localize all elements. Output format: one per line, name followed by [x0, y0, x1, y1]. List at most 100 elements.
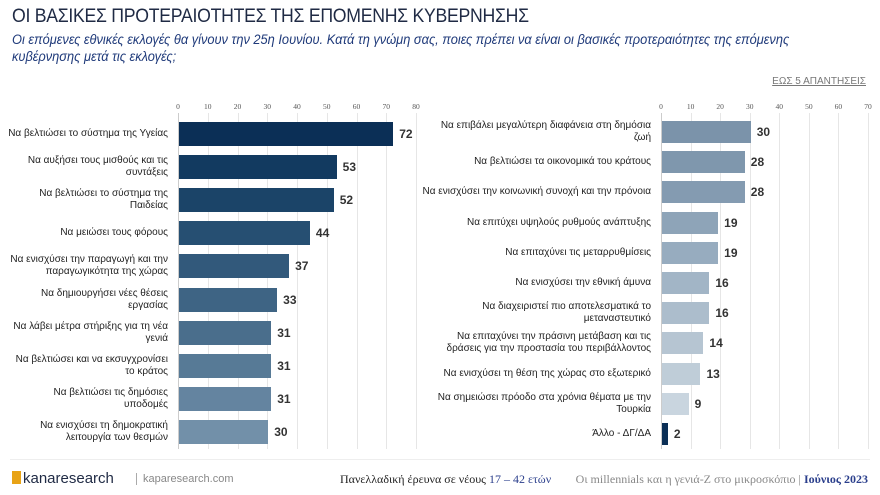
- value-label: 33: [283, 292, 297, 307]
- bar: [179, 287, 278, 312]
- bar: [662, 121, 751, 144]
- category-label: Να δημιουργήσει νέες θέσεις εργασίας: [40, 287, 168, 311]
- gridline: [267, 113, 269, 449]
- tick-label: 0: [176, 102, 180, 111]
- answers-note: ΕΩΣ 5 ΑΠΑΝΤΗΣΕΙΣ: [772, 76, 866, 87]
- value-label: 16: [715, 276, 729, 290]
- tick-label: 60: [834, 102, 843, 111]
- gridline: [356, 113, 358, 449]
- bar: [179, 387, 272, 412]
- category-label: Να ενισχύσει την παραγωγή και την παραγω…: [10, 254, 168, 278]
- bar: [662, 181, 745, 204]
- tick-label: 10: [204, 102, 212, 111]
- category-label: Να σημειώσει πρόοδο στα χρόνια θέματα με…: [437, 391, 651, 415]
- value-label: 72: [399, 126, 413, 141]
- value-label: 28: [750, 185, 765, 200]
- value-label: 31: [277, 392, 291, 407]
- bar: [662, 211, 719, 234]
- bar: [179, 420, 269, 445]
- value-label: 30: [274, 425, 288, 440]
- kapa-logo: kanaresearch: [12, 470, 114, 487]
- footer-divider: [10, 459, 870, 460]
- value-label: 31: [277, 325, 291, 340]
- bar: [179, 320, 272, 345]
- bar: [662, 392, 689, 415]
- value-label: 44: [315, 226, 330, 241]
- category-label: Να επιβάλει μεγαλύτερη διαφάνεια στη δημ…: [440, 120, 651, 144]
- bar: [179, 121, 394, 146]
- category-label: Να μειώσει τους φόρους: [60, 227, 168, 239]
- bar: [179, 188, 334, 212]
- tick-label: 60: [352, 102, 361, 111]
- category-label: Να βελτιώσει και να εκσυγχρονίσει το κρά…: [15, 354, 168, 377]
- value-label: 19: [724, 245, 738, 260]
- tick-label: 70: [382, 102, 391, 111]
- value-label: 52: [339, 193, 354, 207]
- category-label: Να επιταχύνει την πράσινη μετάβαση και τ…: [446, 331, 651, 355]
- tick-label: 50: [805, 102, 813, 111]
- tick-label: 40: [293, 102, 301, 111]
- bar: [179, 354, 272, 378]
- gridline: [416, 113, 417, 449]
- value-label: 53: [342, 159, 357, 174]
- tick-label: 20: [233, 102, 242, 111]
- question-text: Οι επόμενες εθνικές εκλογές θα γίνουν τη…: [12, 32, 790, 64]
- bar: [662, 332, 704, 355]
- gridline: [779, 113, 781, 449]
- tick-label: 70: [864, 102, 872, 111]
- gridline: [838, 113, 840, 449]
- category-label: Να βελτιώσει το σύστημα της Υγείας: [8, 127, 168, 139]
- category-label: Να βελτιώσει τις δημόσιες υποδομές: [53, 387, 169, 411]
- study-info: Οι millennials και η γενιά-Z στο μικροσκ…: [575, 472, 868, 486]
- bar: [662, 422, 668, 445]
- category-label: Να βελτιώσει τα οικονομικά του κράτους: [474, 156, 651, 168]
- tick-label: 10: [686, 102, 695, 111]
- bar: [179, 221, 310, 246]
- category-label: Να βελτιώσει το σύστημα της Παιδείας: [39, 188, 168, 211]
- value-label: 13: [706, 366, 720, 381]
- bar: [179, 254, 290, 279]
- category-label: Άλλο - ΔΓ/ΔΑ: [592, 427, 651, 439]
- tick-label: 50: [323, 102, 331, 111]
- tick-label: 20: [716, 102, 724, 111]
- value-label: 2: [673, 426, 681, 441]
- category-label: Να ενισχύσει τη δημοκρατική λειτουργία τ…: [40, 420, 168, 444]
- value-label: 16: [715, 306, 729, 321]
- gridline: [297, 113, 298, 449]
- gridline: [661, 113, 662, 449]
- gridline: [237, 113, 239, 449]
- tick-label: 0: [659, 102, 663, 111]
- bar: [179, 154, 337, 179]
- gridline: [868, 113, 869, 449]
- tick-label: 40: [775, 102, 784, 111]
- value-label: 37: [295, 259, 309, 274]
- category-label: Να ενισχύσει τη θέση της χώρας στο εξωτε…: [443, 367, 651, 379]
- bar: [662, 302, 710, 325]
- survey-info: Πανελλαδική έρευνα σε νέους 17 – 42 ετών: [340, 472, 552, 486]
- category-label: Να ενισχύσει την εθνική άμυνα: [515, 277, 651, 288]
- gridline: [808, 113, 810, 449]
- page-title: ΟΙ ΒΑΣΙΚΕΣ ΠΡΟΤΕΡΑΙΟΤΗΤΕΣ ΤΗΣ ΕΠΟΜΕΝΗΣ Κ…: [12, 6, 529, 27]
- gridline: [207, 113, 209, 449]
- gridline: [178, 113, 179, 449]
- site-link[interactable]: kaparesearch.com: [136, 473, 234, 485]
- gridline: [386, 113, 388, 449]
- tick-label: 30: [263, 102, 272, 111]
- bar: [662, 241, 719, 264]
- gridline: [749, 113, 751, 449]
- bar: [662, 272, 710, 294]
- value-label: 14: [709, 336, 723, 351]
- bar: [662, 151, 745, 174]
- category-label: Να διαχειριστεί πιο αποτελεσματικά το με…: [482, 301, 651, 325]
- gridline: [720, 113, 722, 449]
- category-label: Να ενισχύσει την κοινωνική συνοχή και τη…: [422, 186, 652, 198]
- gridline: [326, 113, 328, 449]
- category-label: Να λάβει μέτρα στήριξης για τη νέα γενιά: [13, 320, 168, 344]
- category-label: Να επιτύχει υψηλούς ρυθμούς ανάπτυξης: [467, 216, 651, 228]
- bar: [662, 362, 701, 385]
- value-label: 9: [694, 396, 702, 411]
- category-label: Να αυξήσει τους μισθούς και τις συντάξει…: [27, 154, 168, 178]
- value-label: 31: [277, 359, 291, 373]
- tick-label: 80: [412, 102, 420, 111]
- tick-label: 30: [745, 102, 754, 111]
